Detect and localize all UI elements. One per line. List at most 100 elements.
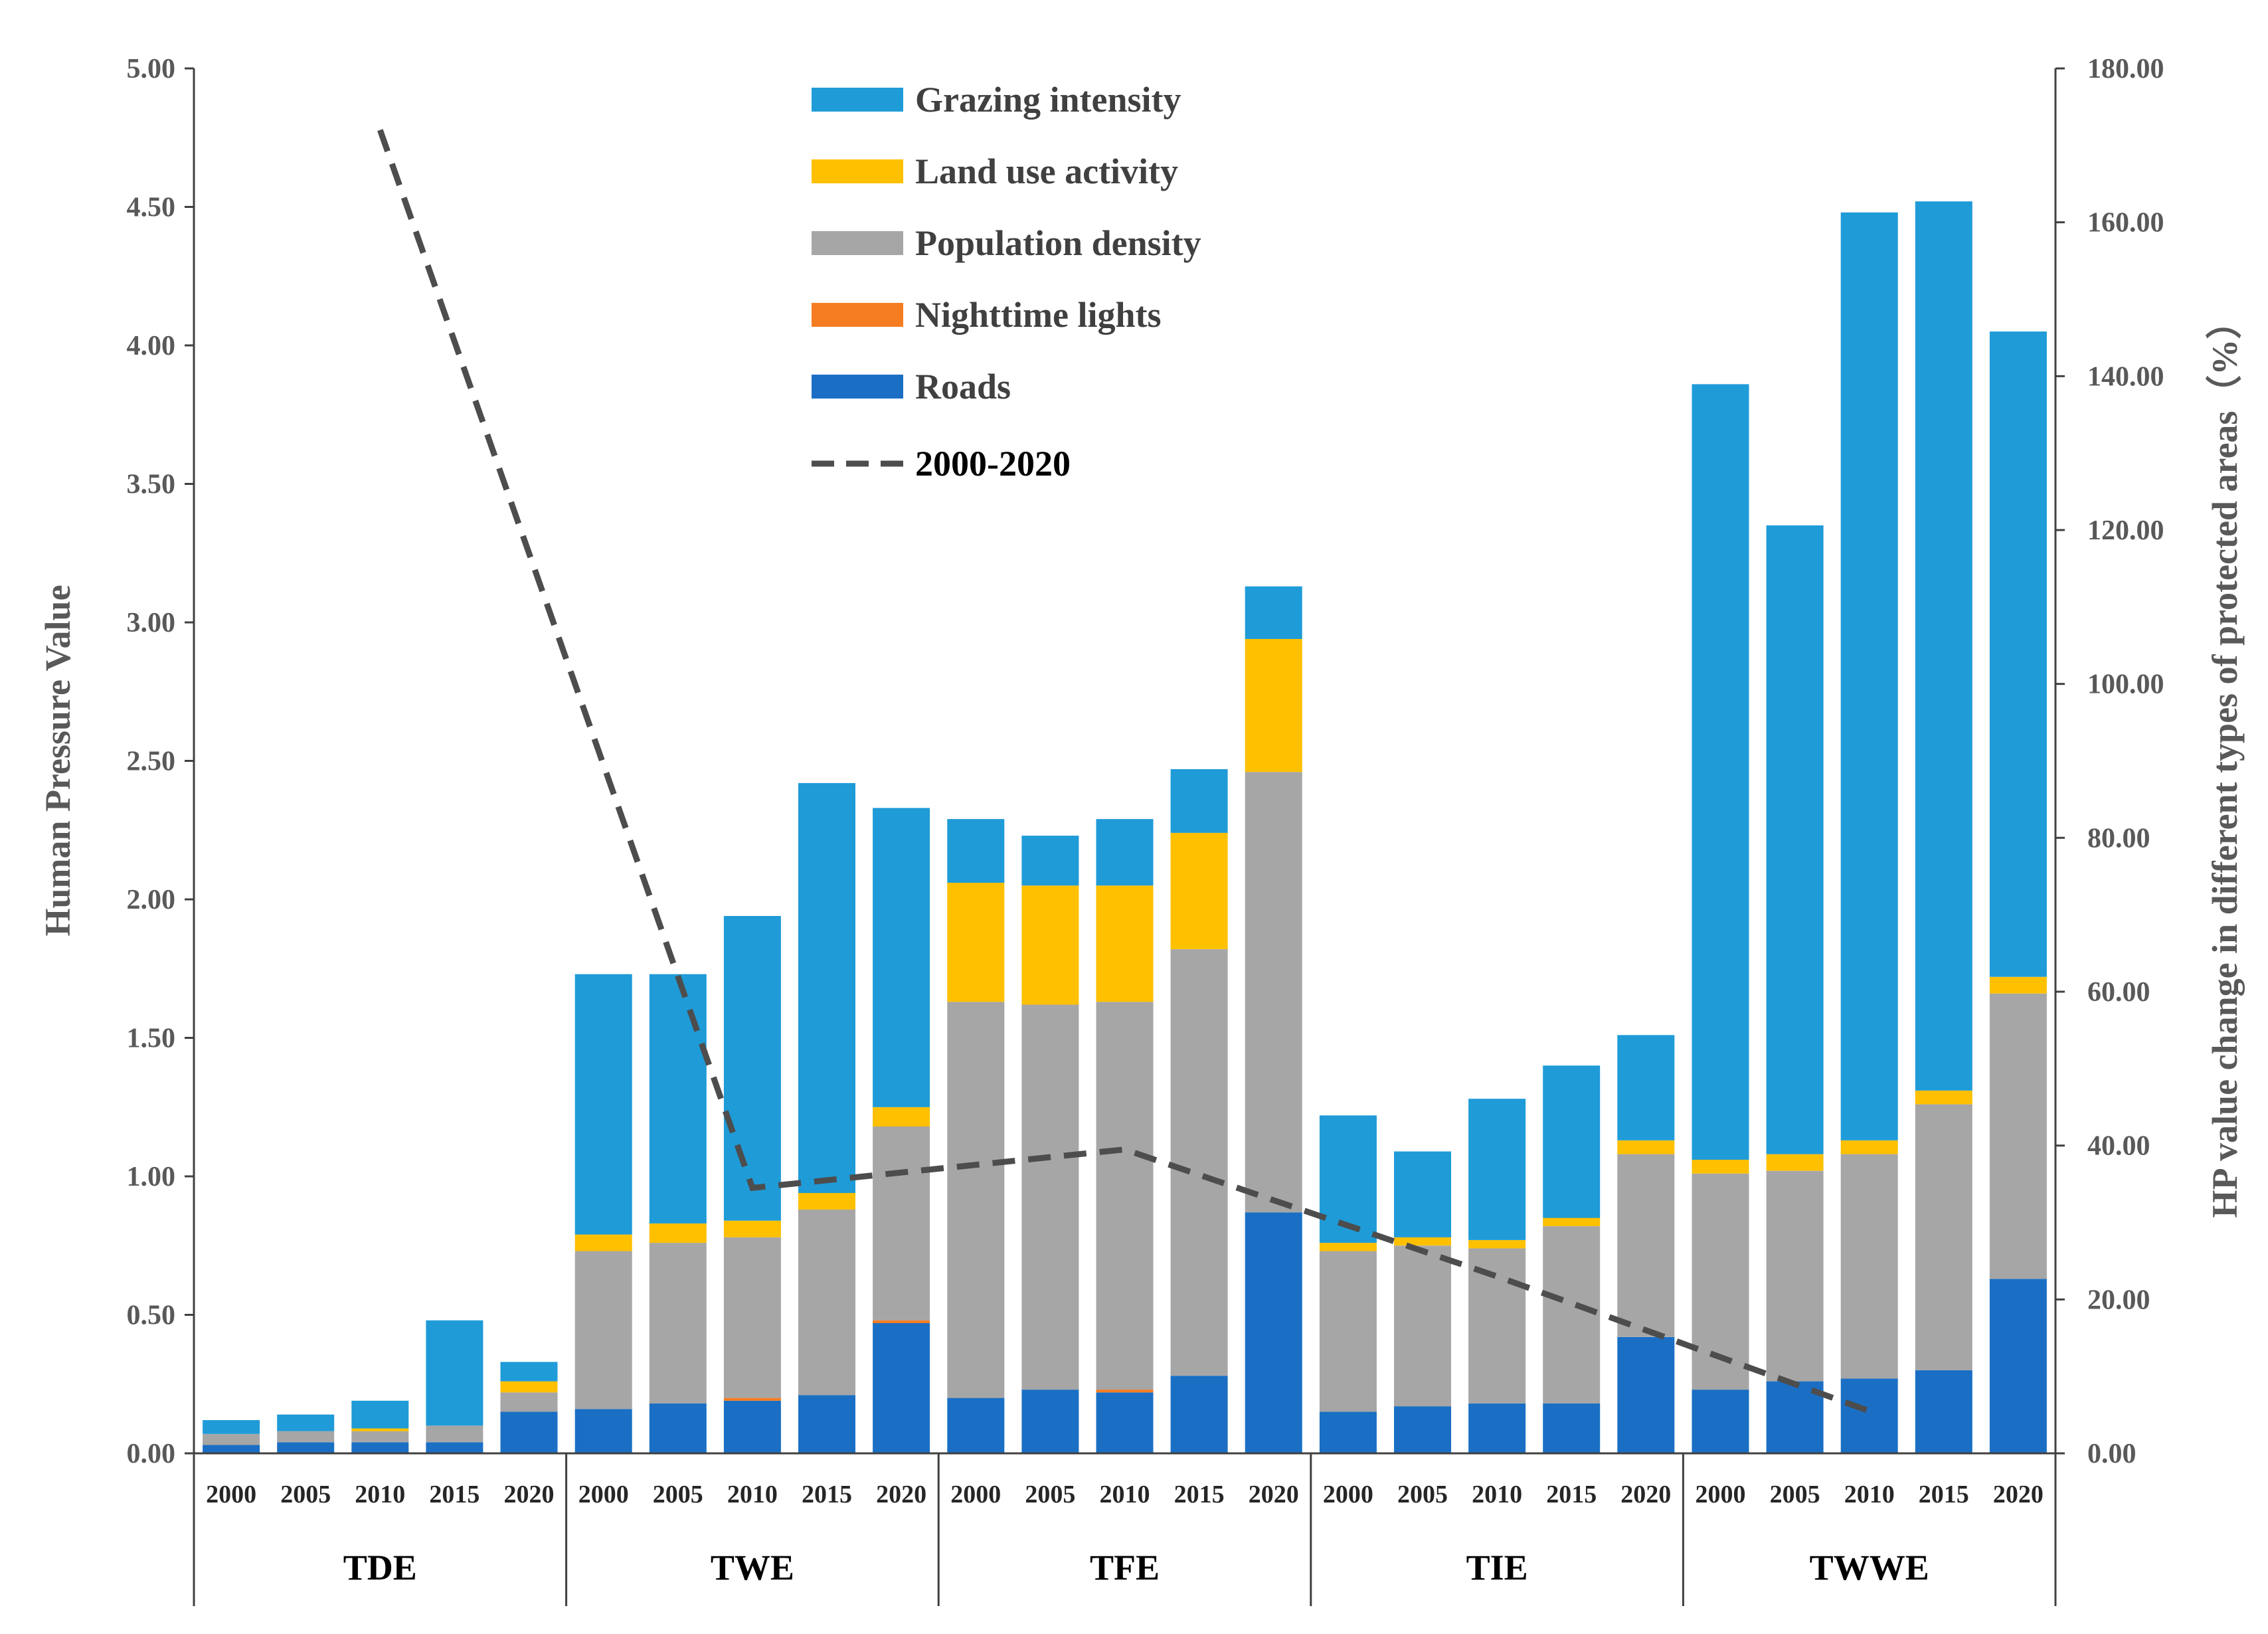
legend-swatch-population-density bbox=[812, 231, 903, 255]
bar-population-density-21 bbox=[1767, 1171, 1824, 1382]
bar-land-use-activity-24 bbox=[1990, 977, 2047, 994]
bar-roads-8 bbox=[798, 1395, 855, 1453]
y2-tick-label: 0.00 bbox=[2087, 1439, 2137, 1469]
bar-grazing-intensity-11 bbox=[1021, 836, 1079, 885]
x-year-label: 2020 bbox=[504, 1481, 555, 1508]
x-year-label: 2005 bbox=[1397, 1481, 1448, 1508]
bar-grazing-intensity-2 bbox=[351, 1401, 408, 1429]
y-tick-label: 1.00 bbox=[127, 1162, 176, 1192]
bar-land-use-activity-12 bbox=[1096, 885, 1154, 1002]
legend-swatch-grazing-intensity bbox=[812, 88, 903, 112]
y2-tick-label: 100.00 bbox=[2087, 670, 2164, 700]
bar-land-use-activity-18 bbox=[1543, 1218, 1600, 1227]
bar-roads-24 bbox=[1990, 1279, 2047, 1453]
y-tick-label: 4.50 bbox=[127, 193, 176, 223]
bar-nighttime-lights-12 bbox=[1096, 1390, 1154, 1392]
bar-grazing-intensity-1 bbox=[277, 1415, 334, 1431]
bar-roads-18 bbox=[1543, 1404, 1600, 1453]
bar-roads-15 bbox=[1320, 1411, 1377, 1453]
x-year-label: 2015 bbox=[1174, 1481, 1225, 1508]
bar-population-density-14 bbox=[1245, 772, 1302, 1212]
x-year-label: 2000 bbox=[950, 1481, 1001, 1508]
bar-roads-1 bbox=[277, 1442, 334, 1453]
x-year-label: 2000 bbox=[206, 1481, 256, 1508]
bar-roads-3 bbox=[426, 1442, 483, 1453]
bar-roads-19 bbox=[1617, 1337, 1674, 1453]
legend-swatch-land-use-activity bbox=[812, 159, 903, 183]
legend-label-grazing-intensity: Grazing intensity bbox=[915, 80, 1181, 120]
bar-land-use-activity-13 bbox=[1171, 833, 1228, 949]
bar-population-density-12 bbox=[1096, 1002, 1154, 1390]
x-year-label: 2015 bbox=[1546, 1481, 1597, 1508]
y2-tick-label: 120.00 bbox=[2087, 515, 2164, 546]
y-axis-title: Human Pressure Value bbox=[38, 585, 78, 936]
bar-land-use-activity-9 bbox=[873, 1107, 930, 1127]
x-year-label: 2005 bbox=[280, 1481, 331, 1508]
bar-population-density-15 bbox=[1320, 1251, 1377, 1412]
x-year-label: 2000 bbox=[578, 1481, 629, 1508]
legend-label-trend-line: 2000-2020 bbox=[915, 444, 1071, 484]
bar-roads-7 bbox=[724, 1401, 781, 1453]
legend-swatch-roads bbox=[812, 375, 903, 399]
bar-grazing-intensity-19 bbox=[1617, 1035, 1674, 1140]
bar-nighttime-lights-7 bbox=[724, 1398, 781, 1401]
x-year-label: 2000 bbox=[1696, 1481, 1746, 1508]
bar-roads-14 bbox=[1245, 1212, 1302, 1453]
bar-grazing-intensity-10 bbox=[947, 819, 1004, 883]
bar-population-density-2 bbox=[351, 1431, 408, 1443]
bar-roads-13 bbox=[1171, 1376, 1228, 1453]
bar-roads-22 bbox=[1841, 1378, 1898, 1453]
bar-roads-12 bbox=[1096, 1392, 1154, 1453]
y-tick-label: 4.00 bbox=[127, 331, 176, 361]
x-year-label: 2020 bbox=[1620, 1481, 1671, 1508]
bar-population-density-5 bbox=[575, 1251, 632, 1409]
bar-roads-0 bbox=[203, 1445, 260, 1454]
bar-population-density-6 bbox=[650, 1243, 707, 1404]
bar-population-density-13 bbox=[1171, 949, 1228, 1376]
bar-land-use-activity-15 bbox=[1320, 1243, 1377, 1251]
bar-land-use-activity-8 bbox=[798, 1193, 855, 1210]
bar-land-use-activity-7 bbox=[724, 1221, 781, 1237]
y-tick-label: 0.50 bbox=[127, 1301, 176, 1331]
y2-axis-title: HP value change in different types of pr… bbox=[2205, 304, 2245, 1218]
bar-population-density-0 bbox=[203, 1434, 260, 1445]
bar-population-density-24 bbox=[1990, 994, 2047, 1279]
legend-label-population-density: Population density bbox=[915, 223, 1201, 263]
y-tick-label: 3.50 bbox=[127, 470, 176, 500]
bar-roads-17 bbox=[1468, 1404, 1526, 1453]
y-tick-label: 0.00 bbox=[127, 1439, 176, 1469]
x-year-label: 2015 bbox=[802, 1481, 852, 1508]
bar-population-density-9 bbox=[873, 1127, 930, 1320]
group-label-twwe: TWWE bbox=[1810, 1548, 1929, 1588]
bar-grazing-intensity-13 bbox=[1171, 769, 1228, 833]
y-tick-label: 2.00 bbox=[127, 885, 176, 915]
x-year-label: 2005 bbox=[1025, 1481, 1075, 1508]
bar-population-density-11 bbox=[1021, 1005, 1079, 1390]
group-label-tfe: TFE bbox=[1090, 1548, 1160, 1588]
bar-land-use-activity-20 bbox=[1692, 1160, 1749, 1174]
bar-population-density-3 bbox=[426, 1425, 483, 1442]
legend-label-land-use-activity: Land use activity bbox=[915, 151, 1178, 191]
y2-tick-label: 40.00 bbox=[2087, 1131, 2150, 1162]
bar-grazing-intensity-7 bbox=[724, 916, 781, 1221]
bar-grazing-intensity-9 bbox=[873, 808, 930, 1107]
bar-roads-5 bbox=[575, 1409, 632, 1453]
x-year-label: 2015 bbox=[1919, 1481, 1969, 1508]
bar-grazing-intensity-16 bbox=[1394, 1152, 1451, 1237]
bar-grazing-intensity-8 bbox=[798, 783, 855, 1193]
legend-swatch-nighttime-lights bbox=[812, 303, 903, 327]
x-year-label: 2015 bbox=[429, 1481, 480, 1508]
bar-population-density-23 bbox=[1915, 1105, 1972, 1370]
bar-population-density-7 bbox=[724, 1237, 781, 1398]
x-year-label: 2010 bbox=[1472, 1481, 1522, 1508]
bar-grazing-intensity-4 bbox=[501, 1362, 558, 1381]
bar-land-use-activity-4 bbox=[501, 1382, 558, 1393]
bar-grazing-intensity-22 bbox=[1841, 213, 1898, 1140]
group-label-tde: TDE bbox=[343, 1548, 417, 1588]
group-label-tie: TIE bbox=[1466, 1548, 1528, 1588]
x-year-label: 2020 bbox=[1249, 1481, 1299, 1508]
bar-roads-9 bbox=[873, 1323, 930, 1453]
group-label-twe: TWE bbox=[711, 1548, 794, 1588]
bar-land-use-activity-19 bbox=[1617, 1140, 1674, 1154]
